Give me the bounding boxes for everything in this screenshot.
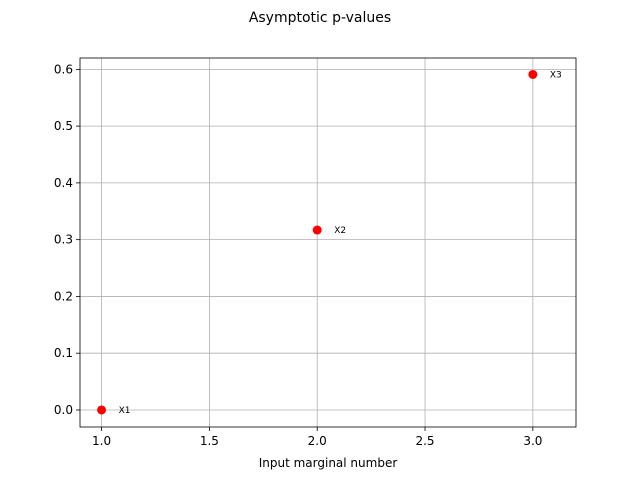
y-tick-label: 0.4: [54, 176, 73, 190]
y-tick-label: 0.5: [54, 119, 73, 133]
data-point-x1: [97, 405, 107, 415]
data-point-x3: [528, 69, 538, 79]
x-axis-label: Input marginal number: [259, 456, 398, 470]
point-label-x3: X3: [550, 70, 562, 80]
y-tick-label: 0.6: [54, 62, 73, 76]
data-points: X1 X2 X3: [97, 69, 562, 416]
x-tick-label: 2.5: [415, 434, 434, 448]
y-tick-label: 0.0: [54, 403, 73, 417]
x-tick-label: 1.0: [92, 434, 111, 448]
x-tick-label: 2.0: [308, 434, 327, 448]
point-label-x2: X2: [334, 226, 346, 236]
y-tick-label: 0.1: [54, 346, 73, 360]
x-tick-label: 3.0: [523, 434, 542, 448]
ticks: 1.0 1.5 2.0 2.5 3.0 0.0 0.1 0.2 0.3 0.4 0.5 0.6: [54, 62, 543, 448]
chart-title: Asymptotic p-values: [249, 10, 391, 26]
point-label-x1: X1: [119, 406, 131, 416]
y-tick-label: 0.2: [54, 289, 73, 303]
y-tick-label: 0.3: [54, 233, 73, 247]
data-point-x2: [312, 225, 322, 235]
x-tick-label: 1.5: [200, 434, 219, 448]
grid: [80, 58, 576, 427]
plot-frame: [79, 57, 577, 428]
